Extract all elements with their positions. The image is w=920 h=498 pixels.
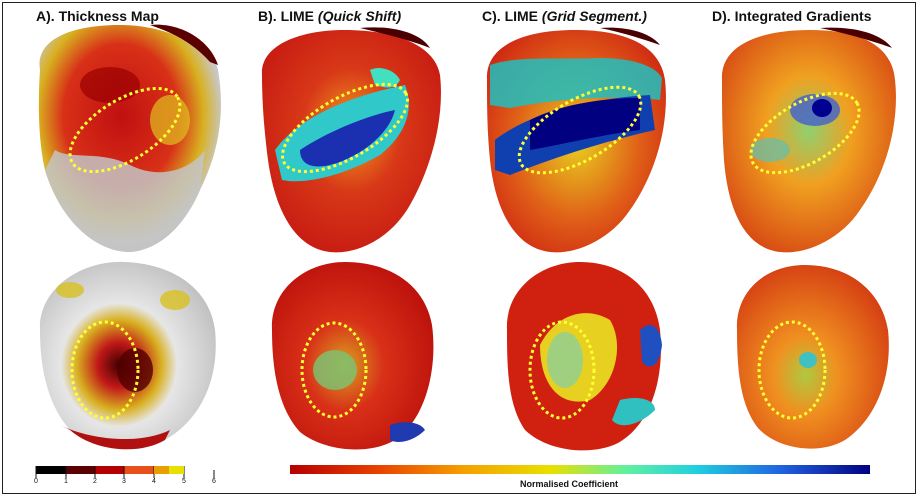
panel-a-title: A). Thickness Map: [36, 8, 159, 24]
highlight-ellipse-c-top: [517, 85, 643, 175]
thickness-bin-2: [95, 466, 124, 474]
thickness-tick-2: 2: [93, 478, 97, 485]
highlight-ellipse-b-bottom: [300, 321, 368, 419]
highlight-ellipse-d-top: [749, 91, 861, 175]
coefficient-colorbar: [290, 465, 870, 474]
thickness-tick-4: 4: [152, 478, 156, 485]
highlight-ellipse-a-bottom: [70, 320, 140, 420]
highlight-ellipse-c-bottom: [528, 320, 596, 420]
highlight-ellipse-d-bottom: [757, 320, 827, 420]
thickness-bin-0: [36, 466, 66, 474]
panel-d-top-heart: [721, 27, 896, 253]
panel-a-top-heart: [38, 24, 221, 252]
panel-d-title: D). Integrated Gradients: [712, 8, 872, 24]
highlight-ellipse-b-top: [281, 82, 409, 174]
highlight-ellipses: [68, 82, 861, 420]
panel-c-title: C). LIME (Grid Segment.): [482, 8, 647, 24]
panel-d-bottom-heart: [736, 265, 889, 449]
panel-a-bottom-heart: [39, 261, 216, 450]
highlight-ellipse-a-top: [68, 86, 182, 174]
panel-b-bottom-heart: [271, 262, 434, 450]
panel-c-bottom-heart: [506, 262, 662, 451]
thickness-bin-1: [66, 466, 95, 474]
thickness-bin-3: [124, 466, 154, 474]
thickness-tick-1: 1: [64, 478, 68, 485]
thickness-tick-5: 5: [182, 478, 186, 485]
coefficient-colorbar-label: Normalised Coefficient: [520, 479, 619, 489]
thickness-tick-0: 0: [34, 478, 38, 485]
panel-c-top-heart: [486, 27, 666, 253]
thickness-tick-3: 3: [122, 478, 126, 485]
panel-b-title: B). LIME (Quick Shift): [258, 8, 402, 24]
thickness-tick-6: 6: [212, 478, 216, 485]
thickness-colorbar: [35, 466, 215, 478]
